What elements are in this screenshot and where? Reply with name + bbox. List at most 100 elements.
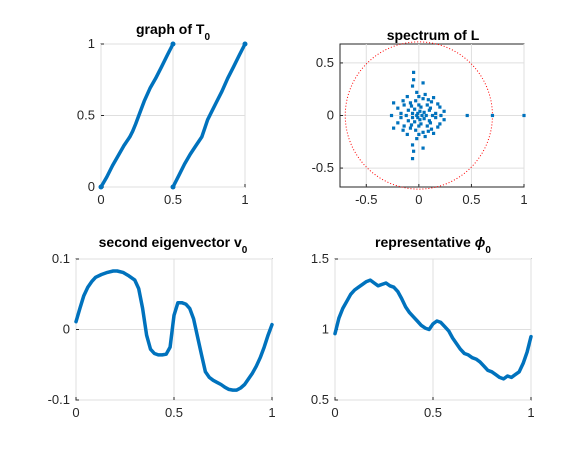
eigenvalue-point — [417, 94, 421, 99]
panel-eigenvector-v0: second eigenvector v0 0 0.5 1-0.100.1 — [48, 234, 276, 420]
eigenvalue-point — [413, 120, 417, 124]
x-tick-label: 0.5 — [424, 405, 442, 420]
chart-title-subscript: 0 — [242, 245, 248, 256]
eigenvalue-point — [429, 127, 434, 131]
eigenvalue-point — [412, 78, 416, 82]
eigenvalue-point — [396, 106, 400, 110]
x-tick-label: 0 — [72, 405, 79, 420]
eigenvalue-point — [405, 132, 409, 137]
eigenvalue-point — [408, 101, 413, 105]
y-tick-label: 0 — [63, 322, 70, 337]
eigenvalue-point — [399, 116, 403, 120]
eigenvalue-point — [406, 119, 410, 123]
y-tick-label: 1 — [322, 322, 329, 337]
y-tick-label: 0.1 — [52, 251, 70, 266]
eigenvalue-point — [401, 128, 405, 132]
eigenvalue-point — [421, 146, 425, 150]
eigenvalue-point — [410, 111, 415, 115]
eigenvalue-point — [396, 121, 400, 125]
eigenvalue-point — [420, 113, 424, 118]
panel-spectrum-L: spectrum of L -0.5 0 0.5 1 -0.5 0 0.5 — [312, 27, 528, 207]
y-tick-label: 0.5 — [77, 108, 95, 123]
eigenvalue-point — [422, 117, 426, 121]
eigenvalue-point — [465, 113, 469, 118]
eigenvalue-point — [410, 157, 415, 161]
panel-graph-T0: graph of T0 0 0.5 100.51 — [77, 21, 249, 207]
y-tick-label: 1 — [88, 36, 95, 51]
chart-title-text: graph of T — [136, 21, 205, 37]
eigenvalue-point — [438, 105, 442, 109]
eigenvalue-point — [429, 100, 434, 104]
eigenvalue-point — [434, 111, 438, 115]
tick-labels: 0 0.5 10.511.5 — [311, 251, 535, 420]
eigenvalue-point — [418, 109, 422, 113]
data-series — [74, 269, 274, 392]
x-tick-label: 1 — [268, 405, 275, 420]
x-tick-label: 0.5 — [164, 192, 182, 207]
y-tick-label: 0.5 — [311, 392, 329, 407]
eigenvalue-point — [490, 113, 495, 118]
eigenvalue-point — [417, 132, 421, 137]
eigenvalue-point — [414, 128, 418, 132]
y-tick-label: 0.5 — [316, 55, 334, 70]
series-endpoint — [170, 184, 176, 190]
eigenvalue-point — [427, 119, 431, 123]
eigenvalue-point — [409, 104, 414, 108]
eigenvalue-point — [425, 124, 429, 128]
eigenvalue-point — [417, 124, 421, 128]
chart-title-text: second eigenvector v — [99, 234, 242, 250]
eigenvalue-point — [416, 111, 420, 115]
series-line — [74, 269, 274, 392]
tick-labels: 0 0.5 1 0 0.5 1 — [77, 36, 249, 207]
eigenvalue-point — [402, 124, 406, 128]
y-tick-label: -0.5 — [312, 160, 334, 175]
chart-title: graph of T0 — [136, 21, 210, 43]
eigenvalue-point — [389, 113, 394, 118]
eigenvalue-point — [419, 122, 423, 126]
chart-title-symbol: ϕ — [475, 234, 486, 250]
series-endpoint — [242, 41, 248, 47]
eigenvalue-point — [438, 122, 442, 126]
chart-title: second eigenvector v0 — [99, 234, 248, 256]
chart-title: spectrum of L — [387, 27, 480, 43]
eigenvalue-point — [421, 97, 425, 101]
eigenvalue-point — [409, 123, 414, 127]
eigenvalue-point — [421, 130, 425, 134]
eigenvalue-point — [424, 113, 428, 118]
y-tick-label: -0.1 — [48, 392, 70, 407]
series-endpoint — [170, 41, 176, 47]
eigenvalue-point — [408, 126, 413, 130]
eigenvalue-point — [431, 96, 436, 100]
eigenvalue-point — [399, 111, 403, 115]
series-line — [171, 42, 247, 189]
eigenvalue-point — [425, 103, 429, 107]
series-endpoint — [98, 184, 104, 190]
x-tick-label: 1 — [527, 405, 534, 420]
eigenvalue-point — [426, 129, 430, 133]
series-line — [99, 42, 175, 189]
eigenvalue-point — [436, 102, 440, 106]
eigenvalue-point — [392, 101, 396, 105]
x-tick-label: 0.5 — [165, 405, 183, 420]
eigenvalue-point — [436, 125, 440, 129]
eigenvalue-point — [430, 113, 435, 118]
x-tick-label: 1 — [520, 192, 527, 207]
y-tick-label: 0 — [327, 108, 334, 123]
eigenvalue-point — [410, 143, 415, 147]
chart-title-text: spectrum of L — [387, 27, 480, 43]
eigenvalue-point — [412, 70, 416, 74]
eigenvalue-point — [421, 81, 425, 85]
x-tick-label: -0.5 — [355, 192, 377, 207]
eigenvalue-point — [428, 106, 433, 110]
eigenvalue-point — [414, 99, 418, 103]
series-line — [333, 278, 533, 381]
eigenvalue-point — [415, 137, 419, 141]
x-tick-label: 1 — [241, 192, 248, 207]
x-tick-label: 0 — [415, 192, 422, 207]
eigenvalue-point — [417, 103, 421, 107]
y-tick-label: 1.5 — [311, 251, 329, 266]
chart-title-subscript: 0 — [204, 32, 210, 43]
eigenvalue-point — [431, 131, 436, 135]
eigenvalue-point — [423, 134, 427, 139]
data-series — [98, 41, 248, 190]
